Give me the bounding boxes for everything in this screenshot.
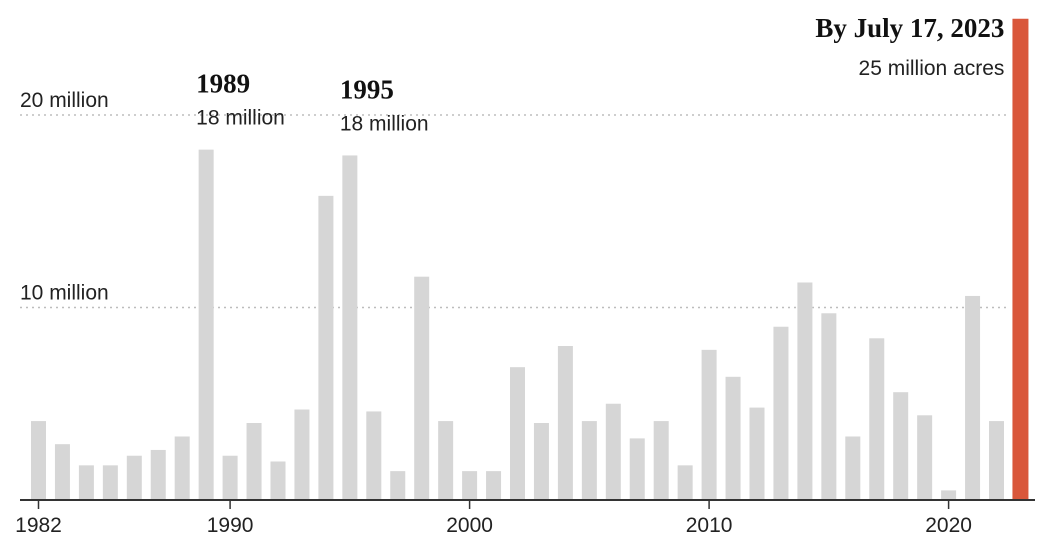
annotation-value-2023: 25 million acres <box>859 57 1005 80</box>
y-tick-label: 10 million <box>20 282 109 305</box>
annotation-value-1995: 18 million <box>340 112 429 135</box>
bar <box>270 461 286 500</box>
bar <box>701 349 717 500</box>
bar <box>581 421 597 500</box>
bar <box>653 421 669 500</box>
bar <box>54 444 70 500</box>
bar <box>677 465 693 500</box>
bar <box>989 421 1004 500</box>
bar <box>533 423 549 500</box>
bar <box>629 438 645 500</box>
x-tick-label: 2020 <box>925 514 972 537</box>
bar <box>965 295 981 500</box>
bar <box>725 376 741 500</box>
bar <box>198 149 214 500</box>
bar <box>917 415 933 500</box>
bar <box>150 449 166 500</box>
x-tick-label: 1990 <box>207 514 254 537</box>
annotation-title-2023: By July 17, 2023 <box>815 13 1004 43</box>
bar <box>318 195 334 500</box>
bar <box>941 490 957 500</box>
bar <box>893 392 909 500</box>
x-tick-label: 1982 <box>15 514 62 537</box>
bar <box>773 326 789 500</box>
bar <box>78 465 94 500</box>
bar <box>414 276 430 500</box>
bar <box>31 421 46 500</box>
y-tick-label: 20 million <box>20 89 109 112</box>
bar <box>486 471 502 500</box>
x-tick-label: 2010 <box>686 514 733 537</box>
bar <box>342 155 358 501</box>
bar <box>845 436 861 500</box>
bar <box>869 338 885 500</box>
annotation-title-1995: 1995 <box>340 74 394 104</box>
bar <box>102 465 118 500</box>
annotation-value-1989: 18 million <box>196 107 285 130</box>
bar <box>390 471 406 500</box>
bar-highlight <box>1012 18 1029 500</box>
x-tick-label: 2000 <box>446 514 493 537</box>
bar <box>557 346 573 500</box>
bar <box>222 455 238 500</box>
bar <box>126 455 142 500</box>
bar <box>366 411 382 500</box>
bar <box>510 367 525 500</box>
bar <box>749 407 765 500</box>
bar <box>605 403 621 500</box>
bar <box>797 282 813 500</box>
bar <box>462 471 478 500</box>
bar <box>821 313 837 500</box>
annotation-title-1989: 1989 <box>196 69 250 99</box>
bar <box>438 421 454 500</box>
bar <box>174 436 190 500</box>
bar <box>246 423 262 500</box>
bar <box>294 409 310 500</box>
